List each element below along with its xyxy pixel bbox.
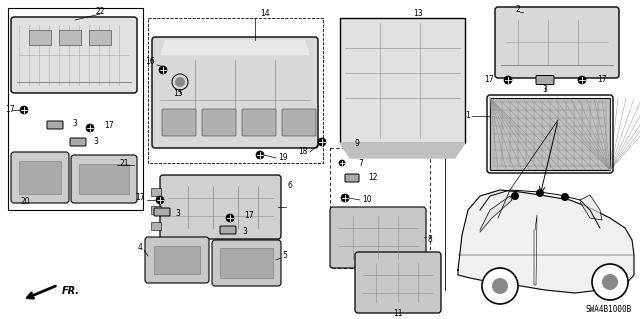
Text: 17: 17 <box>484 75 494 84</box>
Polygon shape <box>480 196 512 232</box>
Circle shape <box>341 194 349 202</box>
Bar <box>59 30 81 45</box>
Text: 16: 16 <box>145 57 155 66</box>
Text: 3: 3 <box>175 209 180 218</box>
Bar <box>330 148 430 268</box>
Circle shape <box>504 76 512 84</box>
Text: 17: 17 <box>5 106 15 115</box>
Circle shape <box>592 264 628 300</box>
Text: 5: 5 <box>282 250 287 259</box>
Text: 2: 2 <box>515 5 520 14</box>
FancyBboxPatch shape <box>70 138 86 146</box>
FancyBboxPatch shape <box>145 237 209 283</box>
Bar <box>89 30 111 45</box>
Text: 7: 7 <box>358 159 363 167</box>
Polygon shape <box>458 190 634 293</box>
Circle shape <box>159 66 167 74</box>
Circle shape <box>561 193 569 201</box>
Circle shape <box>602 274 618 290</box>
FancyBboxPatch shape <box>11 152 69 203</box>
Polygon shape <box>580 195 602 220</box>
Text: 8: 8 <box>427 235 432 244</box>
FancyBboxPatch shape <box>212 240 281 286</box>
Text: 3: 3 <box>242 226 247 235</box>
Circle shape <box>86 124 94 132</box>
Circle shape <box>175 77 185 87</box>
Text: 4: 4 <box>138 243 143 253</box>
Text: 11: 11 <box>393 309 403 318</box>
Circle shape <box>318 138 326 146</box>
Text: 6: 6 <box>287 181 292 189</box>
Text: 1: 1 <box>465 112 470 121</box>
Text: 17: 17 <box>136 194 145 203</box>
Circle shape <box>482 268 518 304</box>
Text: FR.: FR. <box>62 286 80 296</box>
Text: 15: 15 <box>173 90 183 99</box>
Text: 12: 12 <box>368 174 378 182</box>
FancyBboxPatch shape <box>242 109 276 136</box>
FancyBboxPatch shape <box>11 17 137 93</box>
FancyBboxPatch shape <box>355 252 441 313</box>
FancyBboxPatch shape <box>71 155 137 203</box>
FancyBboxPatch shape <box>152 37 318 148</box>
Polygon shape <box>160 40 310 55</box>
Circle shape <box>492 278 508 294</box>
FancyBboxPatch shape <box>162 109 196 136</box>
Text: 3: 3 <box>543 85 547 94</box>
FancyBboxPatch shape <box>160 175 281 239</box>
Bar <box>148 18 323 163</box>
Bar <box>220 248 273 278</box>
FancyBboxPatch shape <box>220 226 236 234</box>
FancyBboxPatch shape <box>330 207 426 268</box>
Text: 3: 3 <box>72 120 77 129</box>
Bar <box>490 98 610 170</box>
Text: 17: 17 <box>104 122 114 130</box>
Circle shape <box>156 196 164 204</box>
Text: 17: 17 <box>244 211 253 220</box>
Text: 13: 13 <box>413 9 423 18</box>
Bar <box>29 30 51 45</box>
Bar <box>151 188 161 196</box>
Text: 19: 19 <box>278 153 287 162</box>
Circle shape <box>256 151 264 159</box>
FancyBboxPatch shape <box>202 109 236 136</box>
Bar <box>151 222 161 230</box>
Text: 17: 17 <box>597 75 607 84</box>
FancyBboxPatch shape <box>282 109 316 136</box>
Text: 10: 10 <box>362 196 372 204</box>
Text: 3: 3 <box>93 137 98 146</box>
Bar <box>340 18 465 143</box>
FancyBboxPatch shape <box>495 7 619 78</box>
FancyBboxPatch shape <box>345 174 359 182</box>
Bar <box>19 161 61 194</box>
Text: 20: 20 <box>20 197 30 206</box>
Circle shape <box>20 106 28 114</box>
Circle shape <box>578 76 586 84</box>
FancyBboxPatch shape <box>536 76 554 85</box>
Polygon shape <box>340 143 465 158</box>
Bar <box>154 246 200 274</box>
Bar <box>79 164 129 194</box>
Text: 22: 22 <box>95 8 105 17</box>
Text: 14: 14 <box>260 10 270 19</box>
FancyBboxPatch shape <box>154 208 170 216</box>
Circle shape <box>536 189 544 197</box>
Bar <box>8 8 143 210</box>
Text: 21: 21 <box>120 159 129 167</box>
Text: 9: 9 <box>355 139 360 148</box>
Circle shape <box>339 160 345 166</box>
Bar <box>151 206 161 214</box>
Text: 18: 18 <box>298 147 308 157</box>
Text: SWA4B1000B: SWA4B1000B <box>586 305 632 314</box>
FancyBboxPatch shape <box>47 121 63 129</box>
Circle shape <box>511 192 519 200</box>
Circle shape <box>226 214 234 222</box>
